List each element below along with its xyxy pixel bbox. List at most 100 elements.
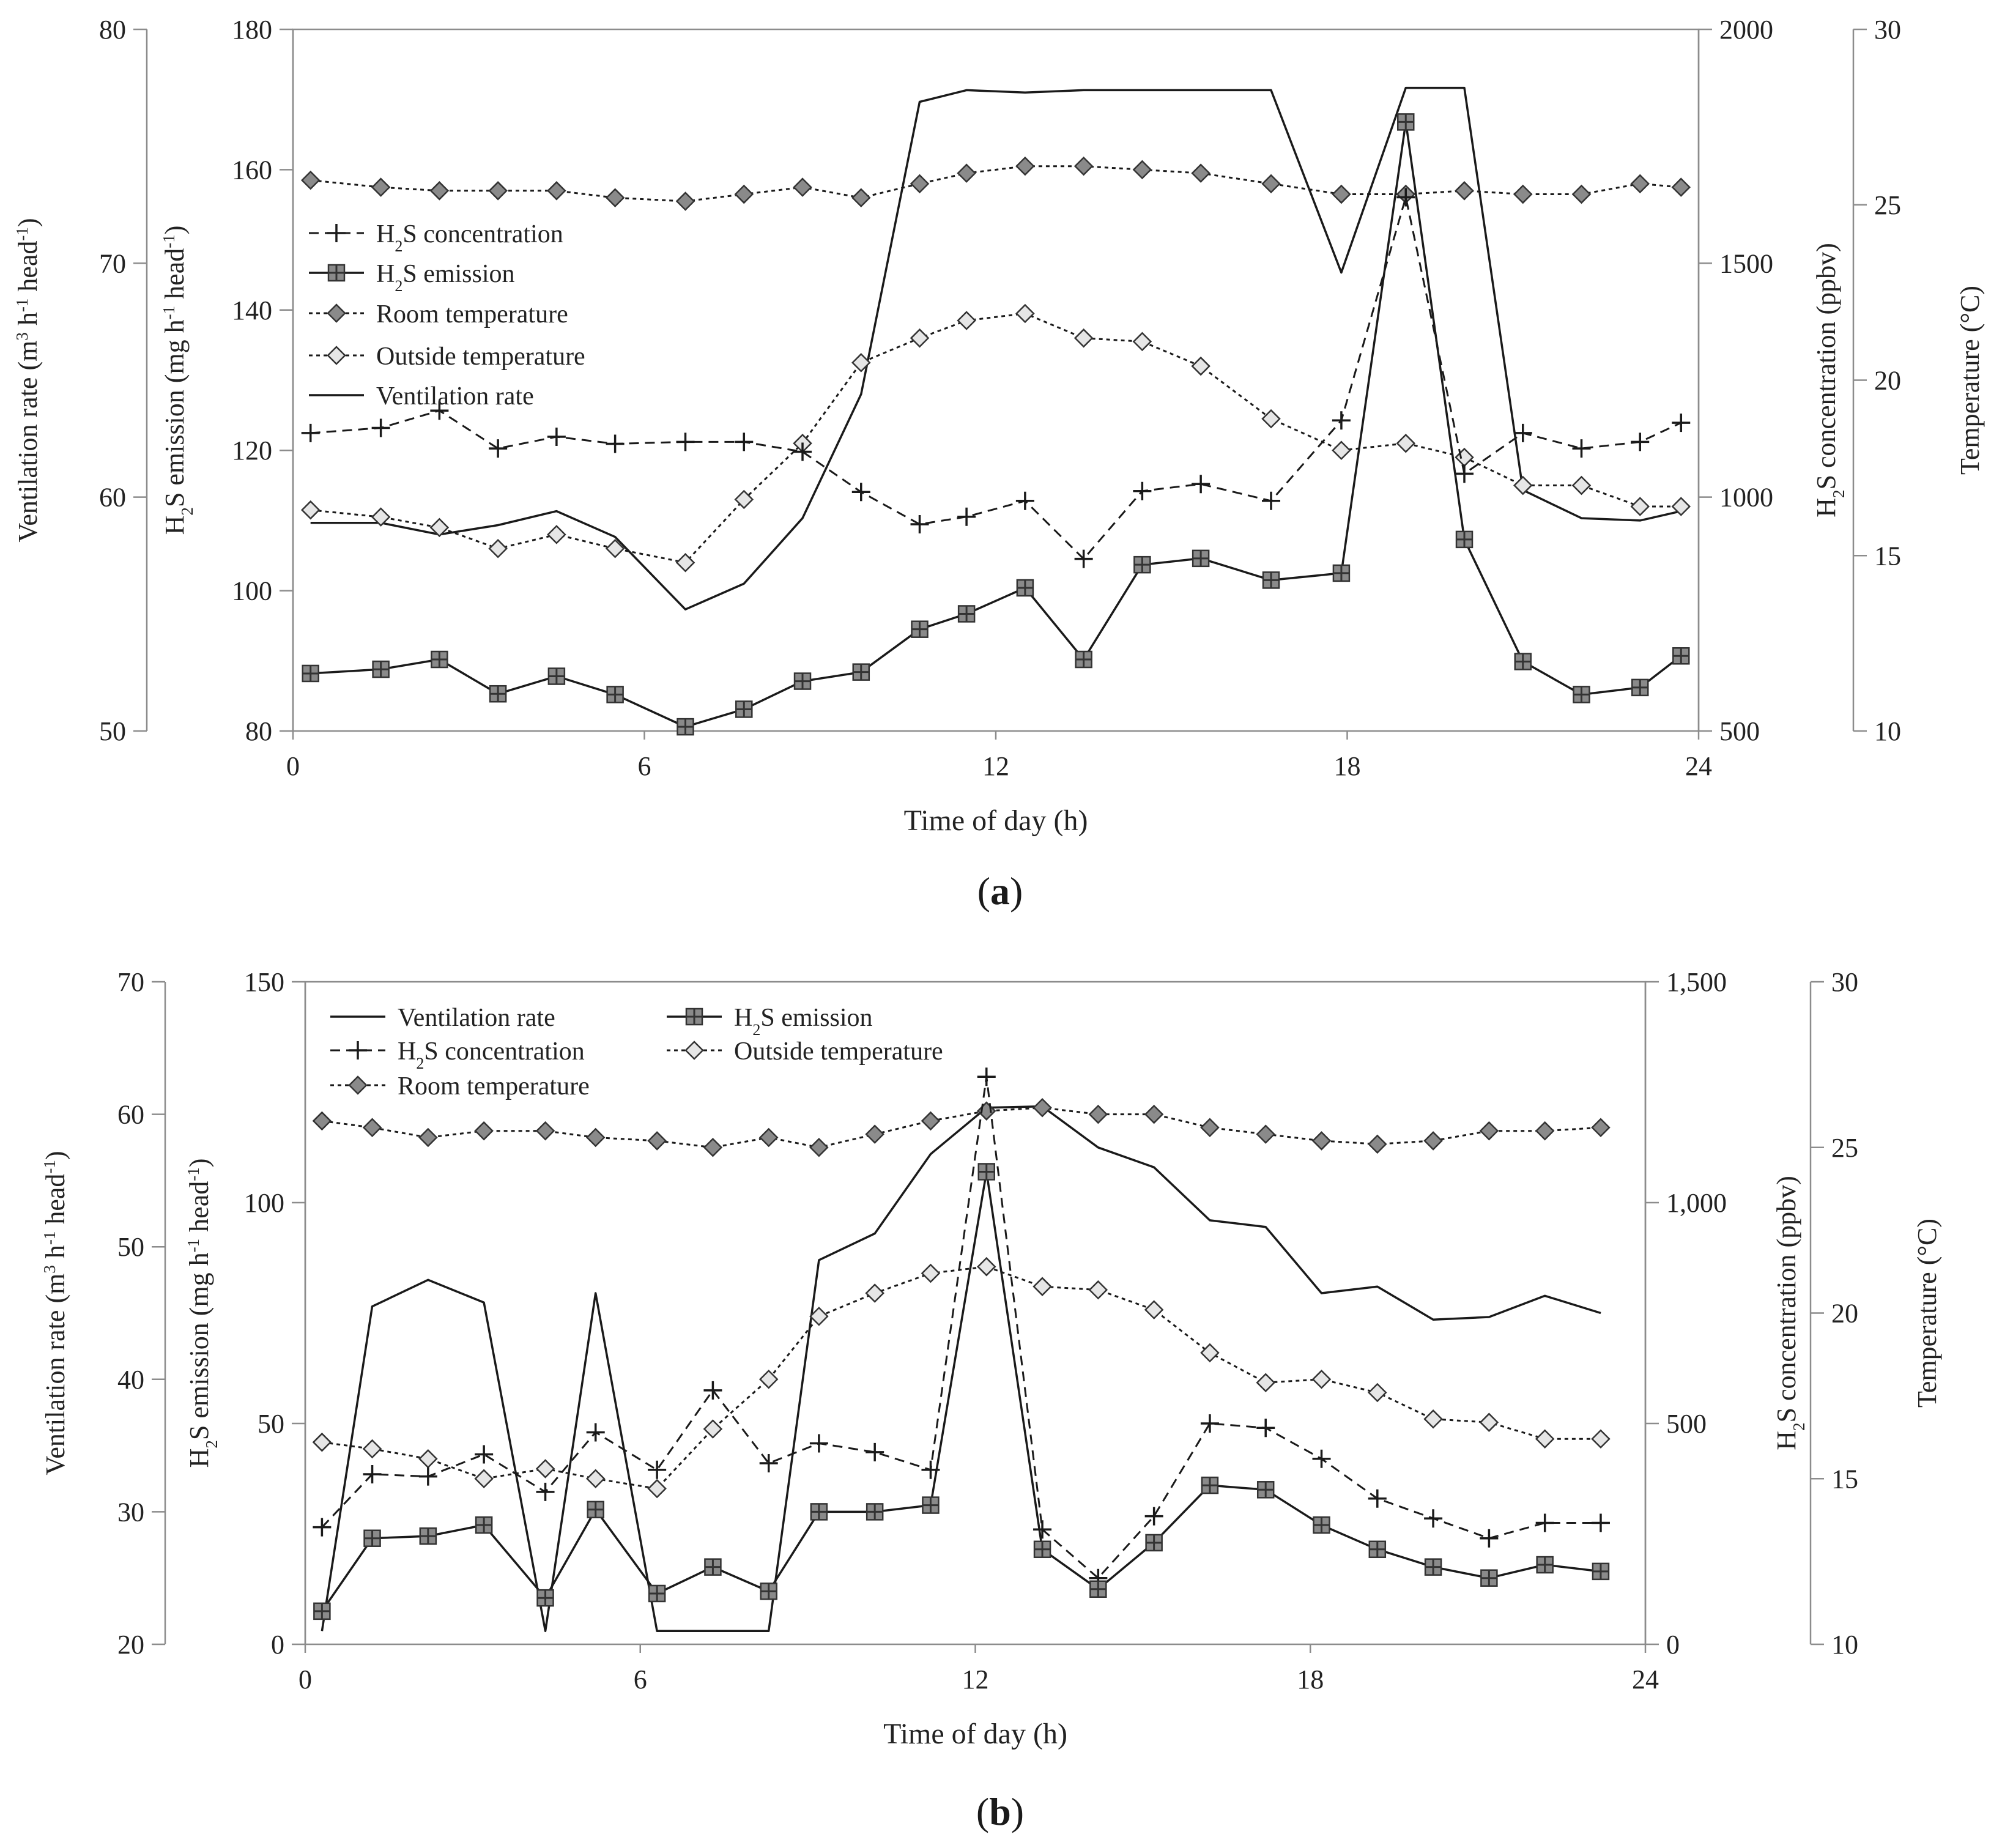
legend-item-room: Room temperature [309,300,568,328]
room-point [1261,174,1281,194]
emission-point [704,1558,722,1576]
temperature-tick-label: 30 [1831,967,1858,997]
emission-point [760,1583,777,1600]
outside-point [312,1432,332,1452]
room-point [535,1121,555,1141]
emission-point [1536,1556,1554,1574]
legend-swatch-marker [684,1041,704,1060]
room-point [312,1111,332,1131]
emission-point [1397,113,1415,131]
temperature-tick-label: 30 [1874,15,1901,45]
emission-point [1262,571,1280,589]
room-point [734,184,754,204]
concentration-axis-label: H2S concentration (ppbv) [1811,243,1848,518]
outside-line [322,1266,1601,1490]
legend-swatch-marker [327,303,346,323]
temperature-tick-label: 20 [1874,366,1901,396]
room-point [1455,181,1474,201]
x-tick-label: 18 [1334,751,1361,781]
emission-point [431,650,448,669]
room-point [976,1101,996,1121]
x-tick-label: 24 [1632,1664,1659,1694]
x-tick-label: 0 [286,751,300,781]
ventilation-line [310,86,1681,610]
emission-point [372,660,390,678]
a-series-concentration [301,188,1691,568]
concentration-tick-label: 2000 [1719,15,1773,45]
concentration-tick-label: 500 [1666,1409,1707,1439]
b-series-concentration [313,1067,1610,1587]
outside-point [371,507,391,527]
outside-point [1144,1300,1164,1319]
emission-point [1145,1534,1163,1552]
emission-point [475,1516,493,1534]
outside-point [1455,447,1474,467]
room-point [793,177,812,197]
room-point [418,1127,438,1148]
emission-tick-label: 120 [232,436,272,466]
emission-point [977,1163,996,1181]
concentration-point [1396,188,1415,207]
temperature-axis-label: Temperature (°C) [1955,286,1985,475]
ventilation-line [321,1105,1601,1633]
temperature-tick-label: 15 [1831,1464,1858,1494]
legend-item-outside: Outside temperature [667,1037,943,1066]
concentration-point [1200,1414,1219,1433]
concentration-point [586,1423,605,1442]
legend-label: Room temperature [398,1072,590,1100]
legend-item-concentration: H2S concentration [309,220,563,255]
room-point [758,1127,779,1148]
outside-point [865,1283,884,1303]
outside-point [910,328,930,348]
outside-point [976,1256,996,1277]
emission-point [606,686,624,703]
outside-point [1671,497,1691,516]
room-point [605,188,625,208]
emission-point [1672,647,1690,665]
outside-point [758,1370,779,1389]
legend-label: H2S emission [734,1004,873,1039]
outside-point [362,1439,382,1459]
legend-label: Outside temperature [734,1037,943,1066]
outside-point [474,1469,494,1489]
room-point [585,1127,606,1148]
room-point [1535,1121,1555,1141]
outside-point [1368,1382,1387,1403]
emission-point [1514,653,1532,670]
outside-point [921,1263,941,1283]
concentration-point [1332,411,1351,430]
x-tick-label: 6 [634,1664,647,1694]
a-series-room [300,156,1691,211]
emission-point [1089,1580,1107,1598]
legend-item-emission: H2S emission [309,260,515,295]
concentration-point [1015,491,1034,510]
ventilation-axis-label: Ventilation rate (m3 h-1 head-1) [13,218,43,542]
concentration-point [1672,414,1691,432]
concentration-point [606,434,625,453]
concentration-point [977,1067,996,1086]
emission-axis-label: H2S emission (mg h-1 head-1) [184,1159,221,1468]
concentration-point [1133,481,1152,500]
outside-point [1311,1370,1332,1389]
emission-point [1332,564,1351,582]
concentration-point [1424,1509,1443,1528]
concentration-point [1256,1419,1275,1438]
emission-point [1455,530,1474,549]
concentration-point [475,1445,494,1464]
emission-point [852,663,870,681]
plot-frame [292,28,1700,732]
a-series-outside [300,303,1691,573]
concentration-tick-label: 1,000 [1666,1188,1727,1218]
outside-point [851,353,871,373]
x-tick-label: 0 [298,1664,312,1694]
emission-point [1631,678,1649,697]
legend-item-ventilation: Ventilation rate [330,1004,555,1032]
outside-point [1396,433,1416,453]
ventilation-tick-label: 60 [117,1100,144,1130]
concentration-point [957,507,976,526]
room-point [865,1124,884,1144]
outside-point [1332,440,1351,460]
room-point [675,191,695,211]
emission-point [313,1602,331,1620]
outside-point [1630,497,1650,516]
